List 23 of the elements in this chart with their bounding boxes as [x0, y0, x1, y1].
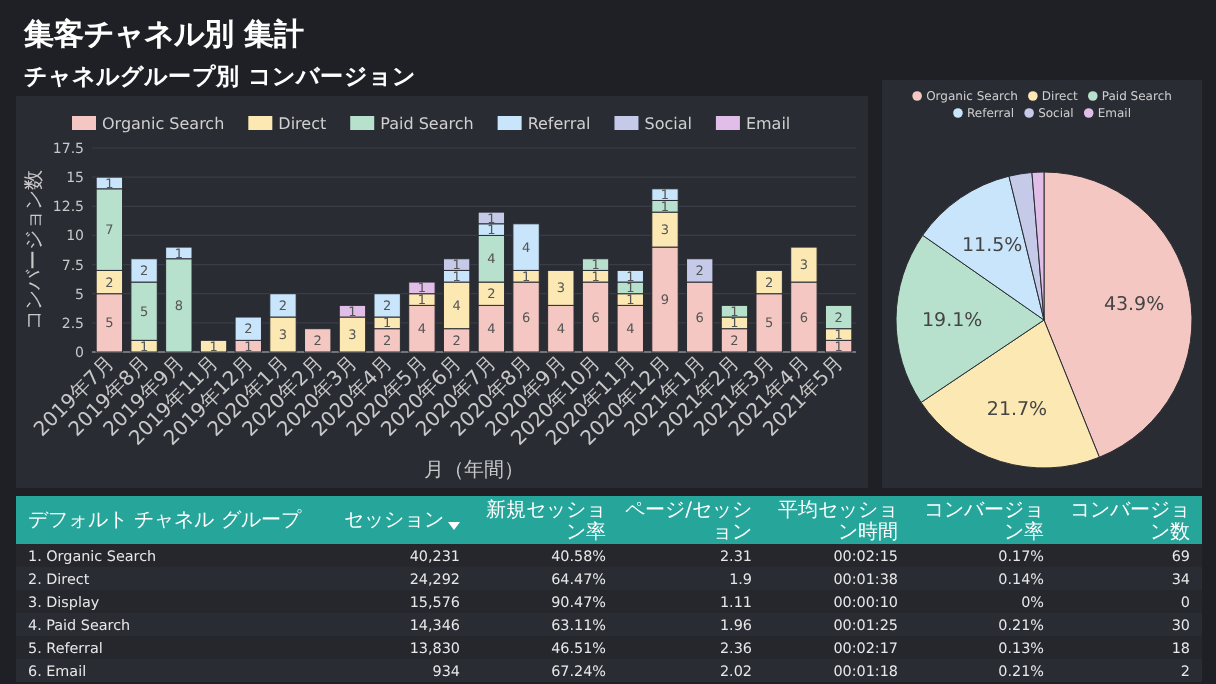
category-label: コンバージョン率 [924, 500, 1044, 544]
category-label: 平均セッション時間 [778, 498, 898, 544]
data-label: 43.9% [1103, 293, 1165, 316]
chart-subtitle: チャネルグループ別 コンバージョン [24, 62, 417, 90]
bar [304, 328, 332, 353]
data-label: 21.7% [986, 398, 1048, 421]
category-label: セッション [344, 510, 444, 532]
legend-label: Paid Search [380, 115, 474, 133]
category-label: デフォルト チャネル グループ [28, 508, 303, 532]
legend-label: Direct [278, 115, 327, 133]
bar [199, 339, 228, 353]
x-axis-title: 月（年間） [424, 458, 524, 482]
y-axis-title: コンバージョン数 [24, 170, 46, 330]
category-label: ページ/セッション [625, 500, 752, 544]
legend-label: Social [644, 115, 692, 133]
legend-label: Email [745, 115, 791, 133]
data-label: 19.1% [922, 310, 983, 333]
legend-label: Organic Search [102, 115, 225, 133]
category-label: 新規セッション率 [486, 498, 606, 544]
data-label: 11.5% [962, 235, 1023, 258]
legend-label: Referral [527, 115, 591, 133]
chart-title: 集客チャネル別 集計 [22, 16, 305, 52]
category-label: コンバージョン数 [1070, 500, 1190, 544]
